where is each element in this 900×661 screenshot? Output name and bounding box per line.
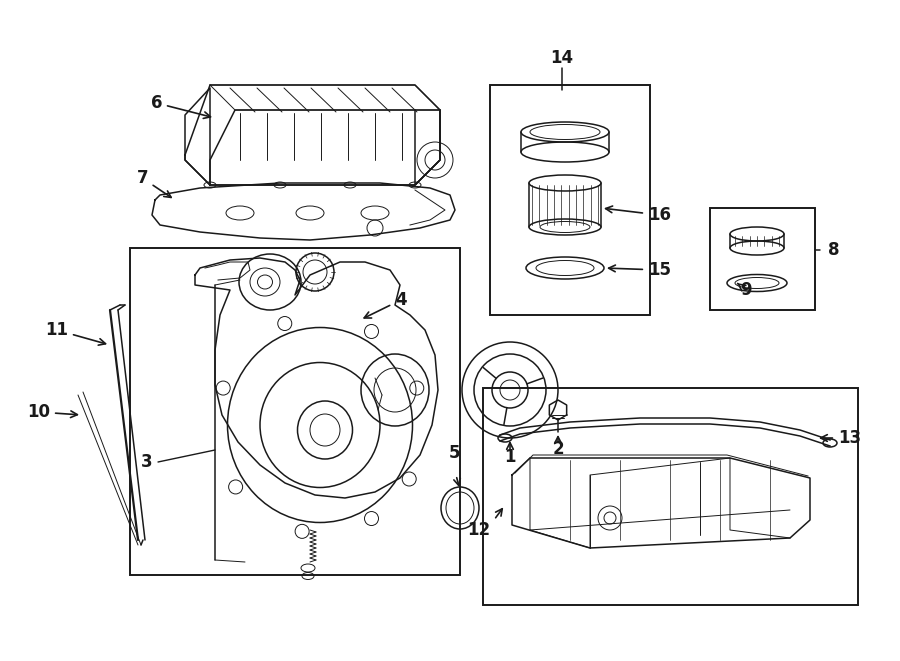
Text: 16: 16: [606, 206, 671, 224]
Text: 14: 14: [551, 49, 573, 67]
Text: 5: 5: [449, 444, 461, 462]
Text: 7: 7: [137, 169, 171, 198]
Bar: [483, 388, 858, 605]
Bar: [710, 208, 815, 310]
Text: 4: 4: [364, 291, 407, 318]
Text: 6: 6: [150, 94, 211, 118]
Text: 2: 2: [553, 440, 563, 458]
Text: 9: 9: [737, 281, 752, 299]
Text: 13: 13: [821, 429, 861, 447]
Text: 12: 12: [467, 521, 490, 539]
Text: 1: 1: [504, 448, 516, 466]
Text: 15: 15: [608, 261, 671, 279]
Bar: [130, 248, 460, 575]
Bar: [490, 85, 650, 315]
Text: 11: 11: [45, 321, 105, 345]
Text: 8: 8: [828, 241, 840, 259]
Text: 10: 10: [27, 403, 77, 421]
Text: 3: 3: [140, 453, 152, 471]
